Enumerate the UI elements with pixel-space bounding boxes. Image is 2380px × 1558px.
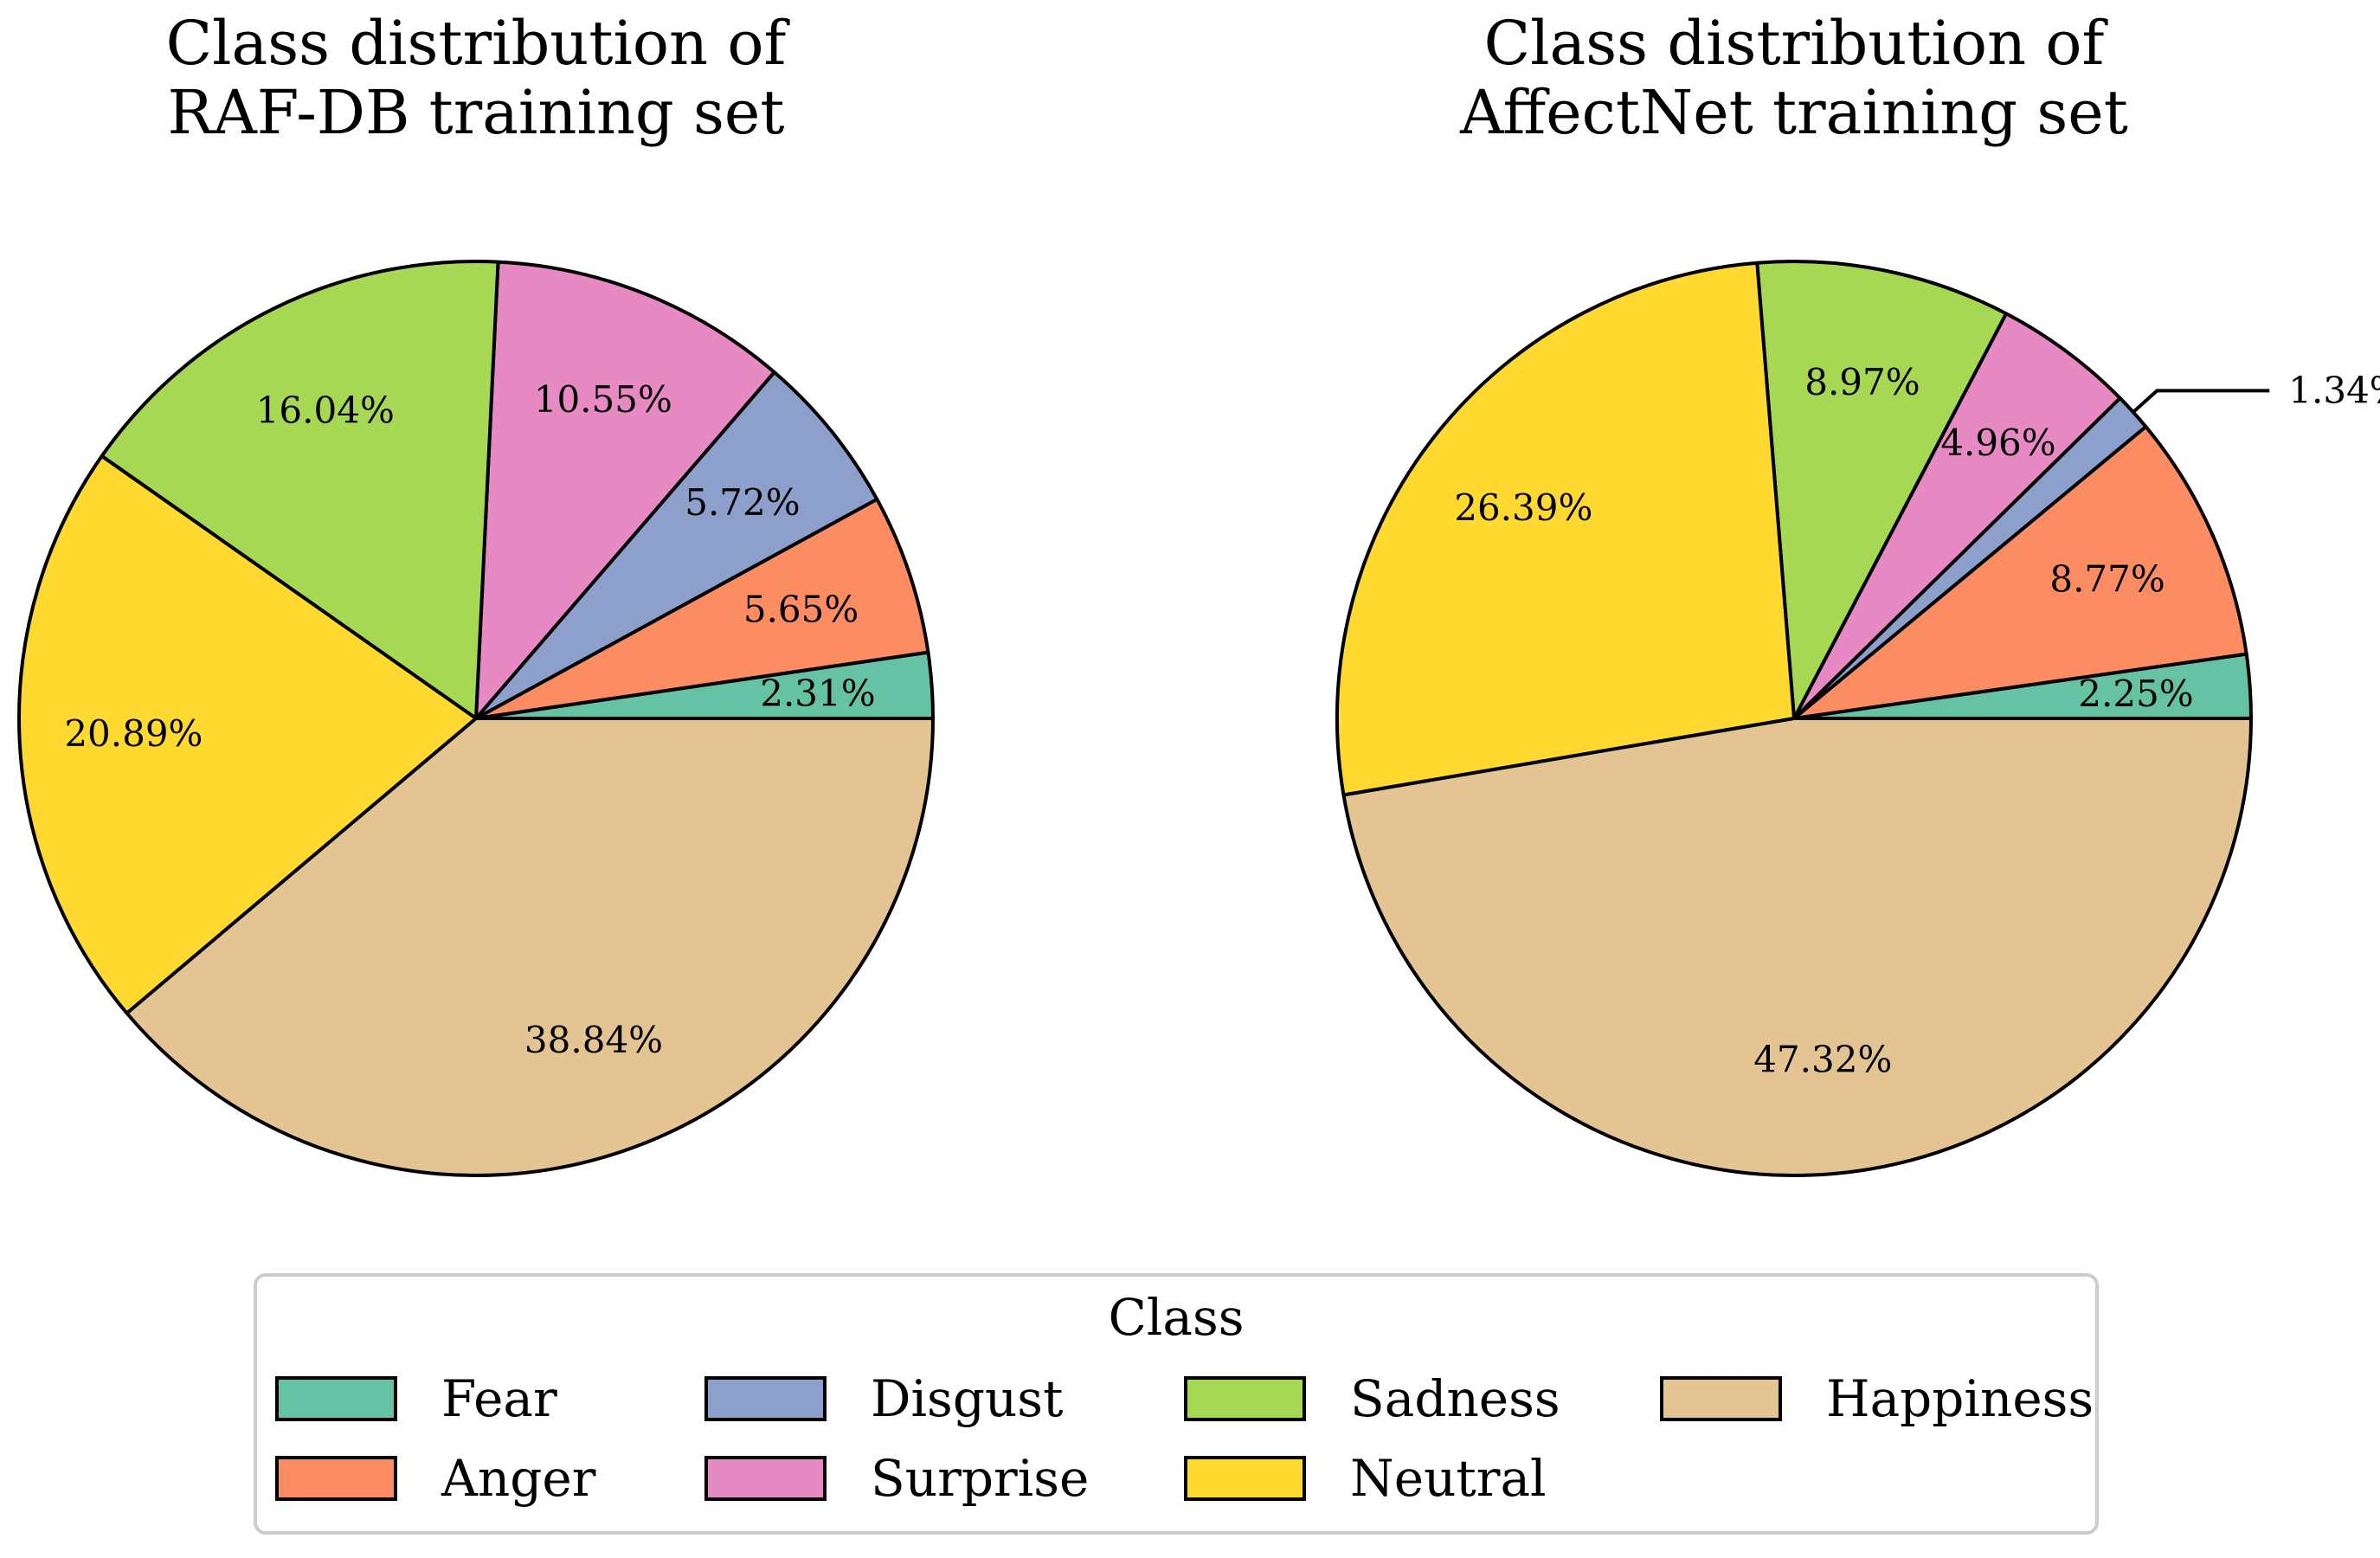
pct-label-surprise: 10.55% — [534, 378, 672, 421]
legend-item-anger: Anger — [275, 1449, 596, 1508]
legend-label-happiness: Happiness — [1826, 1369, 2094, 1428]
legend-title: Class — [1108, 1288, 1244, 1347]
pie-slice-happiness — [125, 717, 935, 1177]
pie-chart-rafdb: Class distribution of RAF-DB training se… — [17, 8, 935, 1177]
legend-swatch-disgust — [704, 1376, 827, 1421]
legend-swatch-fear — [275, 1376, 397, 1421]
chart-title-line-1: Class distribution of — [1484, 8, 2109, 79]
legend-item-sadness: Sadness — [1184, 1369, 1560, 1428]
pie-labels: 2.25% 8.77% 1.34% 4.96% 8.97% 26.39% 47.32% — [1454, 361, 2380, 1081]
legend-swatch-anger — [275, 1456, 397, 1501]
legend: Class Fear Anger Disgust Surprise Sadness Neu… — [254, 1273, 2099, 1535]
legend-item-neutral: Neutral — [1184, 1449, 1547, 1508]
pie-labels: 2.31% 5.65% 5.72% 10.55% 16.04% 20.89% 38.84% — [64, 378, 875, 1061]
pct-label-fear: 2.31% — [760, 672, 875, 714]
chart-title-line-1: Class distribution of — [166, 8, 791, 79]
callout-line-disgust — [2132, 389, 2270, 414]
pct-label-surprise: 4.96% — [1940, 422, 2055, 464]
pie-slice-surprise — [1792, 312, 2122, 720]
pct-label-anger: 8.77% — [2049, 558, 2165, 601]
legend-swatch-surprise — [704, 1456, 827, 1501]
legend-label-disgust: Disgust — [871, 1369, 1063, 1428]
pct-label-neutral: 20.89% — [64, 712, 203, 755]
pct-label-disgust: 1.34% — [2288, 369, 2380, 411]
legend-item-surprise: Surprise — [704, 1449, 1089, 1508]
chart-title-line-2: RAF-DB training set — [168, 77, 785, 148]
pct-label-disgust: 5.72% — [685, 481, 800, 524]
pct-label-happiness: 38.84% — [524, 1019, 663, 1061]
pct-label-fear: 2.25% — [2078, 673, 2193, 715]
legend-swatch-happiness — [1660, 1376, 1782, 1421]
pie-slice-anger — [1792, 424, 2248, 720]
pie-slice-sadness — [1755, 260, 2009, 720]
pie-slices — [1335, 260, 2253, 1177]
legend-item-disgust: Disgust — [704, 1369, 1063, 1428]
legend-label-sadness: Sadness — [1350, 1369, 1560, 1428]
legend-item-happiness: Happiness — [1660, 1369, 2094, 1428]
legend-swatch-neutral — [1184, 1456, 1306, 1501]
chart-title-line-2: AffectNet training set — [1459, 77, 2128, 148]
legend-label-surprise: Surprise — [871, 1449, 1089, 1508]
pie-slice-disgust — [474, 370, 879, 720]
legend-label-fear: Fear — [441, 1369, 557, 1428]
pct-label-anger: 5.65% — [743, 588, 859, 630]
pct-label-sadness: 16.04% — [256, 389, 395, 431]
pie-chart-affectnet: Class distribution of AffectNet training… — [1335, 8, 2380, 1177]
pct-label-sadness: 8.97% — [1804, 361, 1920, 403]
legend-label-anger: Anger — [441, 1449, 596, 1508]
pie-slices — [17, 260, 935, 1177]
pie-slice-surprise — [474, 260, 776, 720]
pie-slice-happiness — [1341, 717, 2253, 1177]
legend-item-fear: Fear — [275, 1369, 557, 1428]
pie-slice-neutral — [17, 454, 478, 1015]
pie-slice-neutral — [1335, 261, 1796, 797]
legend-swatch-sadness — [1184, 1376, 1306, 1421]
pie-slice-anger — [474, 497, 930, 720]
pct-label-happiness: 47.32% — [1753, 1039, 1892, 1081]
legend-entries: Fear Anger Disgust Surprise Sadness Neutral Ha… — [275, 1369, 2094, 1508]
legend-label-neutral: Neutral — [1350, 1449, 1547, 1508]
pct-label-neutral: 26.39% — [1454, 486, 1592, 529]
pie-slice-sadness — [100, 260, 500, 720]
